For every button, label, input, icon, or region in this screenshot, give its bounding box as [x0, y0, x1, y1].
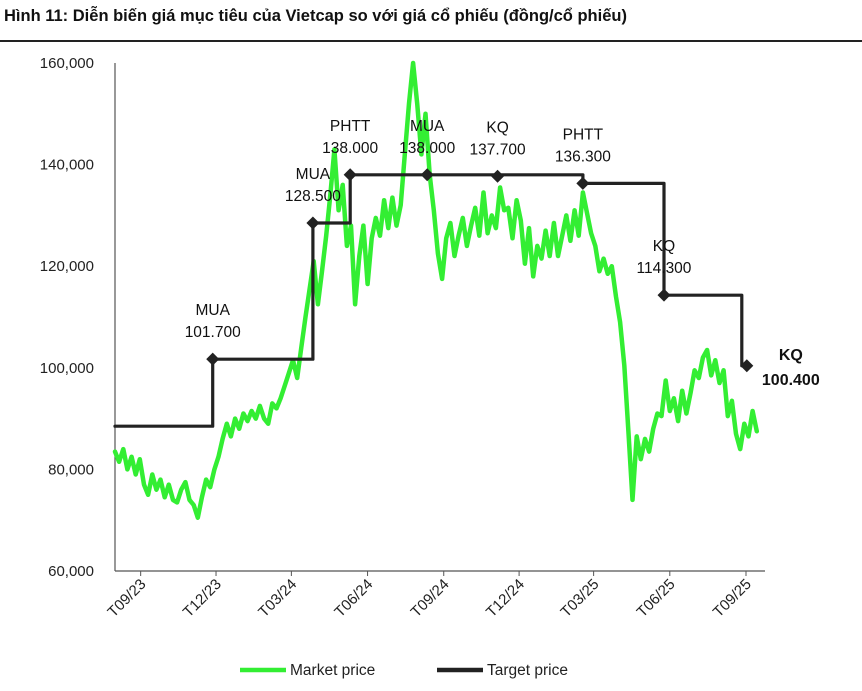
- annotation-label: KQ: [779, 347, 803, 364]
- x-tick-label: T06/25: [634, 576, 679, 621]
- title-rule: [0, 40, 862, 42]
- figure-title: Hình 11: Diễn biến giá mục tiêu của Viet…: [4, 7, 627, 25]
- market-price-line: [112, 60, 760, 520]
- x-tick-label: T06/24: [331, 576, 376, 621]
- target-marker: [740, 359, 754, 373]
- target-marker: [491, 169, 505, 183]
- y-tick-label: 60,000: [48, 563, 94, 580]
- y-tick-label: 100,000: [40, 360, 94, 377]
- target-marker: [343, 168, 357, 182]
- target-marker: [206, 352, 220, 366]
- legend-label: Market price: [290, 662, 375, 679]
- annotation-value: 138.000: [399, 140, 455, 157]
- x-tick-label: T09/24: [408, 576, 453, 621]
- target-marker: [576, 176, 590, 190]
- y-tick-label: 80,000: [48, 461, 94, 478]
- x-tick-label: T12/24: [483, 576, 528, 621]
- target-marker: [306, 216, 320, 230]
- x-tick-label: T03/24: [255, 576, 300, 621]
- annotation-value: 114.300: [637, 260, 692, 277]
- y-tick-label: 160,000: [40, 55, 94, 72]
- annotation-label: PHTT: [563, 126, 604, 143]
- annotation-label: MUA: [296, 166, 331, 183]
- annotation-label: KQ: [653, 238, 675, 255]
- target-marker: [657, 288, 671, 302]
- annotation-value: 137.700: [470, 141, 526, 158]
- annotation-value: 128.500: [285, 188, 341, 205]
- annotation-label: KQ: [486, 119, 508, 136]
- annotation-label: PHTT: [330, 118, 371, 135]
- y-tick-label: 120,000: [40, 258, 94, 275]
- x-tick-label: T09/25: [710, 576, 755, 621]
- target-marker: [420, 168, 434, 182]
- annotation-value: 101.700: [185, 324, 241, 341]
- x-tick-label: T12/23: [180, 576, 225, 621]
- y-tick-label: 140,000: [40, 157, 94, 174]
- x-tick-label: T03/25: [557, 576, 602, 621]
- annotation-value: 138.000: [322, 140, 378, 157]
- annotation-value: 136.300: [555, 148, 611, 165]
- annotation-label: MUA: [410, 118, 445, 135]
- annotation-label: MUA: [195, 302, 230, 319]
- x-tick-label: T09/23: [104, 576, 149, 621]
- legend-label: Target price: [487, 662, 568, 679]
- annotation-value: 100.400: [762, 372, 820, 389]
- target-price-line: [113, 173, 749, 428]
